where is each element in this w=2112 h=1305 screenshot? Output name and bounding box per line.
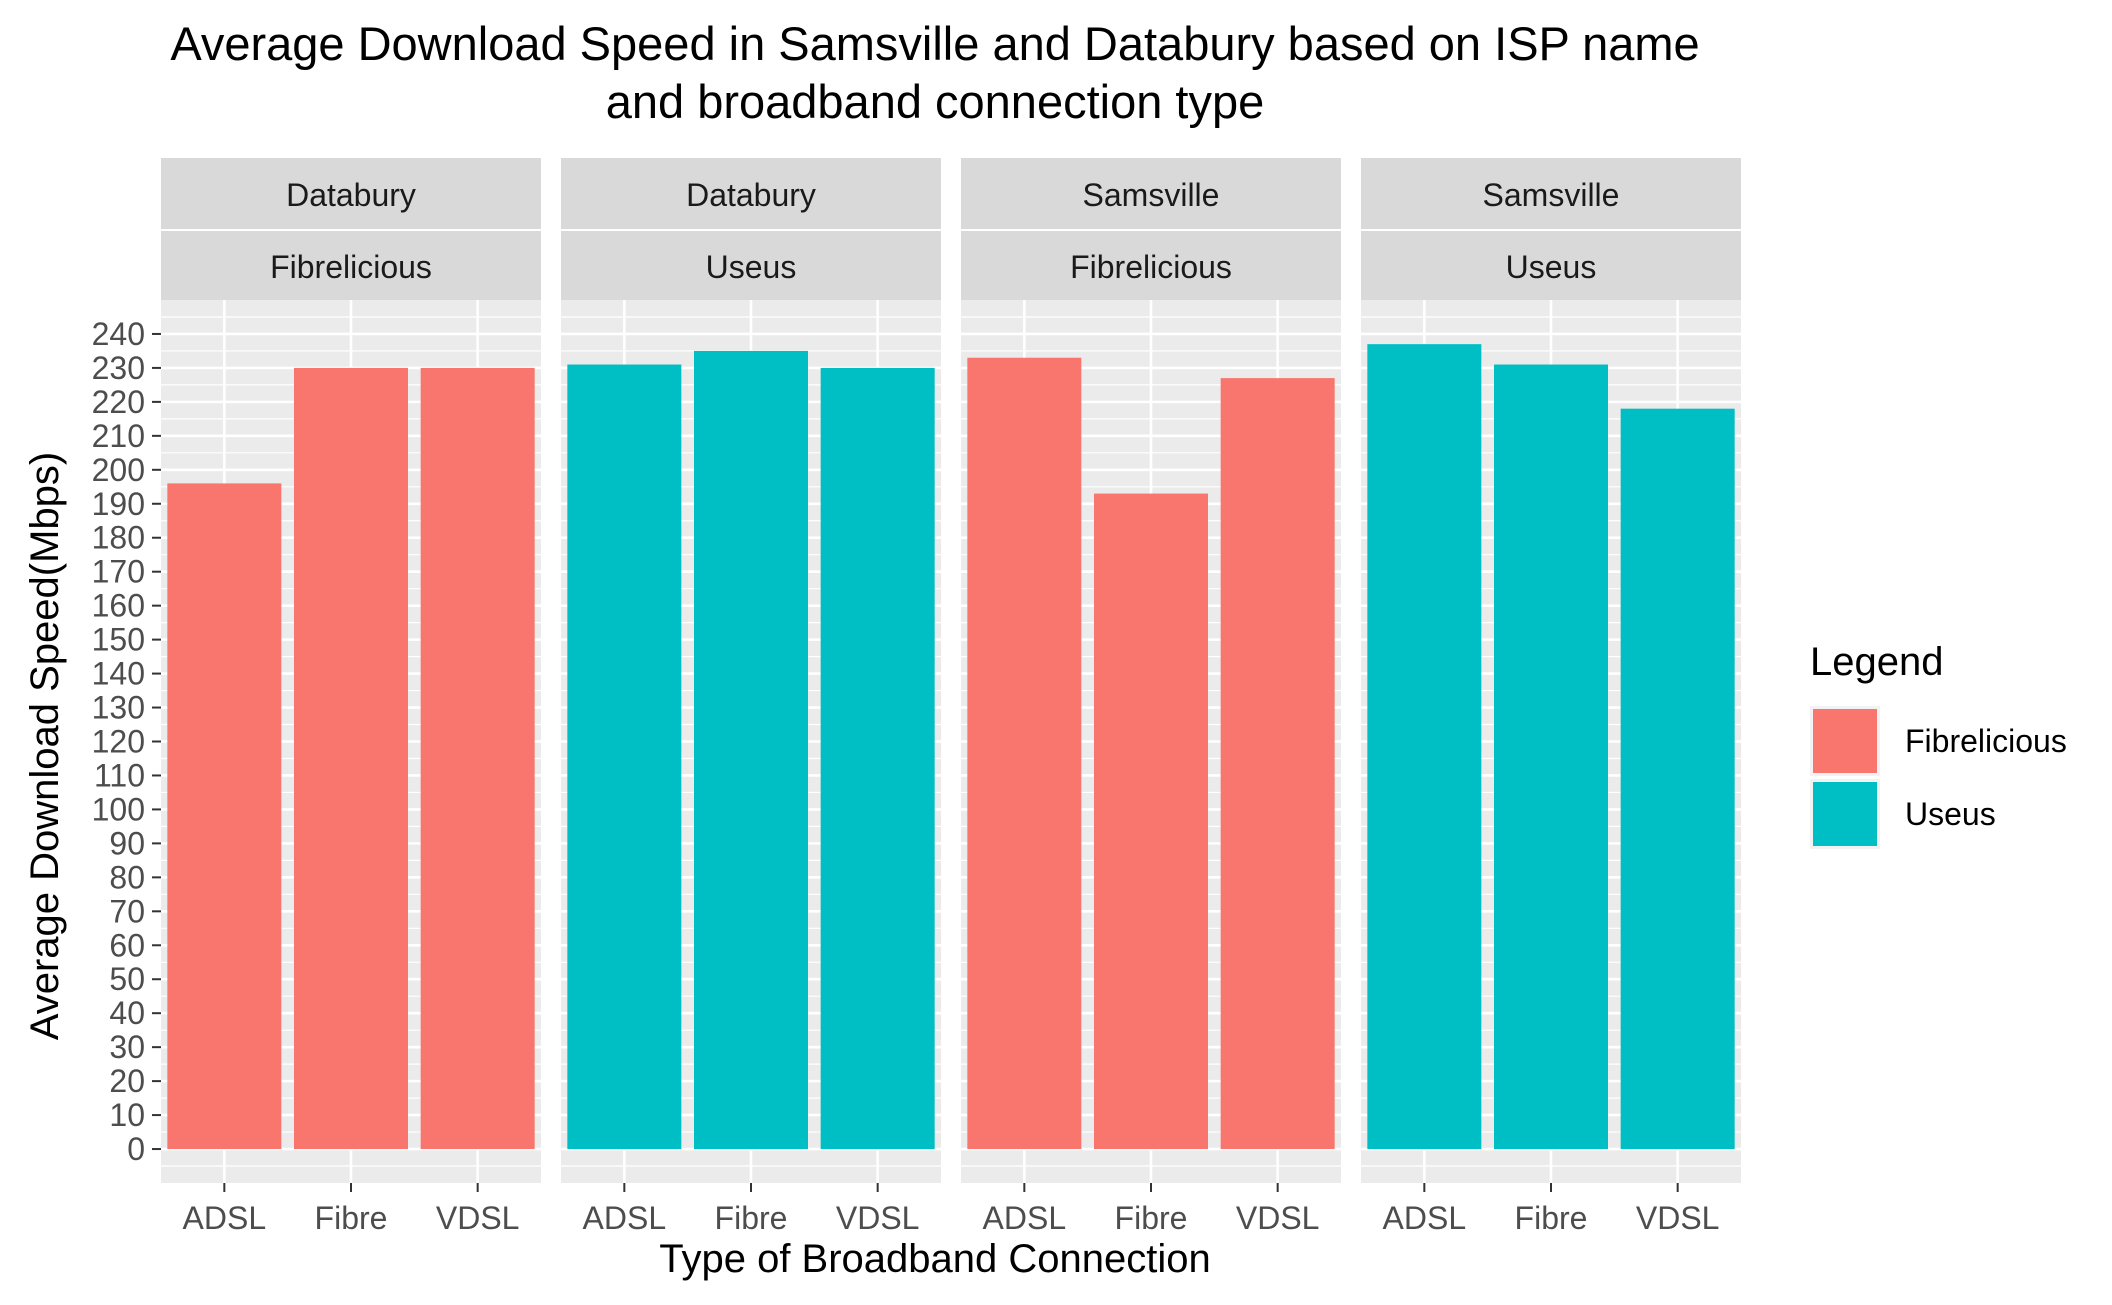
y-tick-label: 170 bbox=[92, 554, 145, 590]
strip-town-bg bbox=[561, 158, 941, 230]
y-tick-label: 120 bbox=[92, 724, 145, 760]
x-tick-label: VDSL bbox=[1636, 1200, 1720, 1236]
y-tick-label: 100 bbox=[92, 791, 145, 827]
y-tick-label: 50 bbox=[109, 961, 145, 997]
strip-isp-label: Fibrelicious bbox=[270, 249, 432, 285]
y-tick-label: 40 bbox=[109, 995, 145, 1031]
y-tick-label: 90 bbox=[109, 825, 145, 861]
y-tick-label: 70 bbox=[109, 893, 145, 929]
y-tick-label: 160 bbox=[92, 588, 145, 624]
bar-adsl bbox=[567, 364, 682, 1150]
y-tick-label: 190 bbox=[92, 486, 145, 522]
bar-fibre bbox=[1094, 493, 1208, 1150]
strip-isp-label: Useus bbox=[706, 249, 797, 285]
strip-town-label: Databury bbox=[286, 177, 416, 213]
bar-vdsl bbox=[820, 367, 935, 1150]
y-tick-label: 140 bbox=[92, 656, 145, 692]
bar-adsl bbox=[1367, 344, 1482, 1150]
y-tick-label: 150 bbox=[92, 622, 145, 658]
y-tick-label: 20 bbox=[109, 1063, 145, 1099]
y-tick-label: 110 bbox=[94, 757, 145, 793]
legend-label-fibrelicious: Fibrelicious bbox=[1905, 723, 2067, 759]
strip-town-label: Samsville bbox=[1483, 177, 1620, 213]
panel-1: Databury Fibrelicious ADSL Fibre VDSL bbox=[161, 158, 541, 1236]
x-tick-label: Fibre bbox=[1115, 1200, 1188, 1236]
bar-vdsl bbox=[420, 367, 535, 1150]
x-tick-label: Fibre bbox=[715, 1200, 788, 1236]
bar-adsl bbox=[167, 483, 282, 1150]
strip-town-label: Samsville bbox=[1083, 177, 1220, 213]
strip-isp-bg bbox=[1361, 230, 1741, 300]
y-tick-label: 0 bbox=[127, 1131, 145, 1167]
panel-2: Databury Useus ADSL Fibre VDSL bbox=[561, 158, 941, 1236]
y-tick-label: 180 bbox=[92, 520, 145, 556]
x-tick-label: Fibre bbox=[315, 1200, 388, 1236]
chart-subtitle: and broadband connection type bbox=[606, 75, 1265, 128]
legend-key-fibrelicious bbox=[1813, 709, 1877, 773]
bar-fibre bbox=[1494, 364, 1608, 1150]
strip-isp-bg bbox=[961, 230, 1341, 300]
bar-fibre bbox=[694, 350, 808, 1150]
strip-isp-label: Fibrelicious bbox=[1070, 249, 1232, 285]
legend-key-useus bbox=[1813, 782, 1877, 846]
strip-isp-label: Useus bbox=[1506, 249, 1597, 285]
strip-town-bg bbox=[1361, 158, 1741, 230]
bar-vdsl bbox=[1220, 378, 1335, 1150]
y-axis-title: Average Download Speed(Mbps) bbox=[23, 452, 67, 1041]
x-tick-label: VDSL bbox=[436, 1200, 520, 1236]
y-tick-label: 220 bbox=[92, 384, 145, 420]
strip-town-label: Databury bbox=[686, 177, 816, 213]
x-axis-title: Type of Broadband Connection bbox=[659, 1237, 1211, 1281]
y-tick-label: 230 bbox=[92, 350, 145, 386]
strip-isp-bg bbox=[561, 230, 941, 300]
x-tick-label: VDSL bbox=[836, 1200, 920, 1236]
bar-vdsl bbox=[1620, 408, 1735, 1150]
bar-fibre bbox=[294, 367, 408, 1150]
y-tick-label: 10 bbox=[109, 1097, 145, 1133]
y-tick-label: 130 bbox=[92, 690, 145, 726]
x-tick-label: VDSL bbox=[1236, 1200, 1320, 1236]
strip-town-bg bbox=[961, 158, 1341, 230]
chart-title: Average Download Speed in Samsville and … bbox=[170, 17, 1699, 70]
legend: Legend Fibrelicious Useus bbox=[1810, 640, 2067, 849]
y-tick-label: 30 bbox=[109, 1029, 145, 1065]
y-tick-label: 60 bbox=[109, 927, 145, 963]
strip-isp-bg bbox=[161, 230, 541, 300]
legend-label-useus: Useus bbox=[1905, 796, 1996, 832]
legend-title: Legend bbox=[1810, 640, 1943, 684]
y-tick-label: 200 bbox=[92, 452, 145, 488]
panel-4: Samsville Useus ADSL Fibre VDSL bbox=[1361, 158, 1741, 1236]
x-tick-label: Fibre bbox=[1515, 1200, 1588, 1236]
x-tick-label: ADSL bbox=[1383, 1200, 1467, 1236]
panel-3: Samsville Fibrelicious ADSL Fibre VDSL bbox=[961, 158, 1341, 1236]
bar-adsl bbox=[967, 357, 1082, 1150]
x-tick-label: ADSL bbox=[183, 1200, 267, 1236]
y-tick-label: 210 bbox=[92, 418, 145, 454]
y-axis: 0102030405060708090100110120130140150160… bbox=[92, 316, 161, 1167]
x-tick-label: ADSL bbox=[983, 1200, 1067, 1236]
y-tick-label: 80 bbox=[109, 859, 145, 895]
strip-town-bg bbox=[161, 158, 541, 230]
y-tick-label: 240 bbox=[92, 316, 145, 352]
x-tick-label: ADSL bbox=[583, 1200, 667, 1236]
